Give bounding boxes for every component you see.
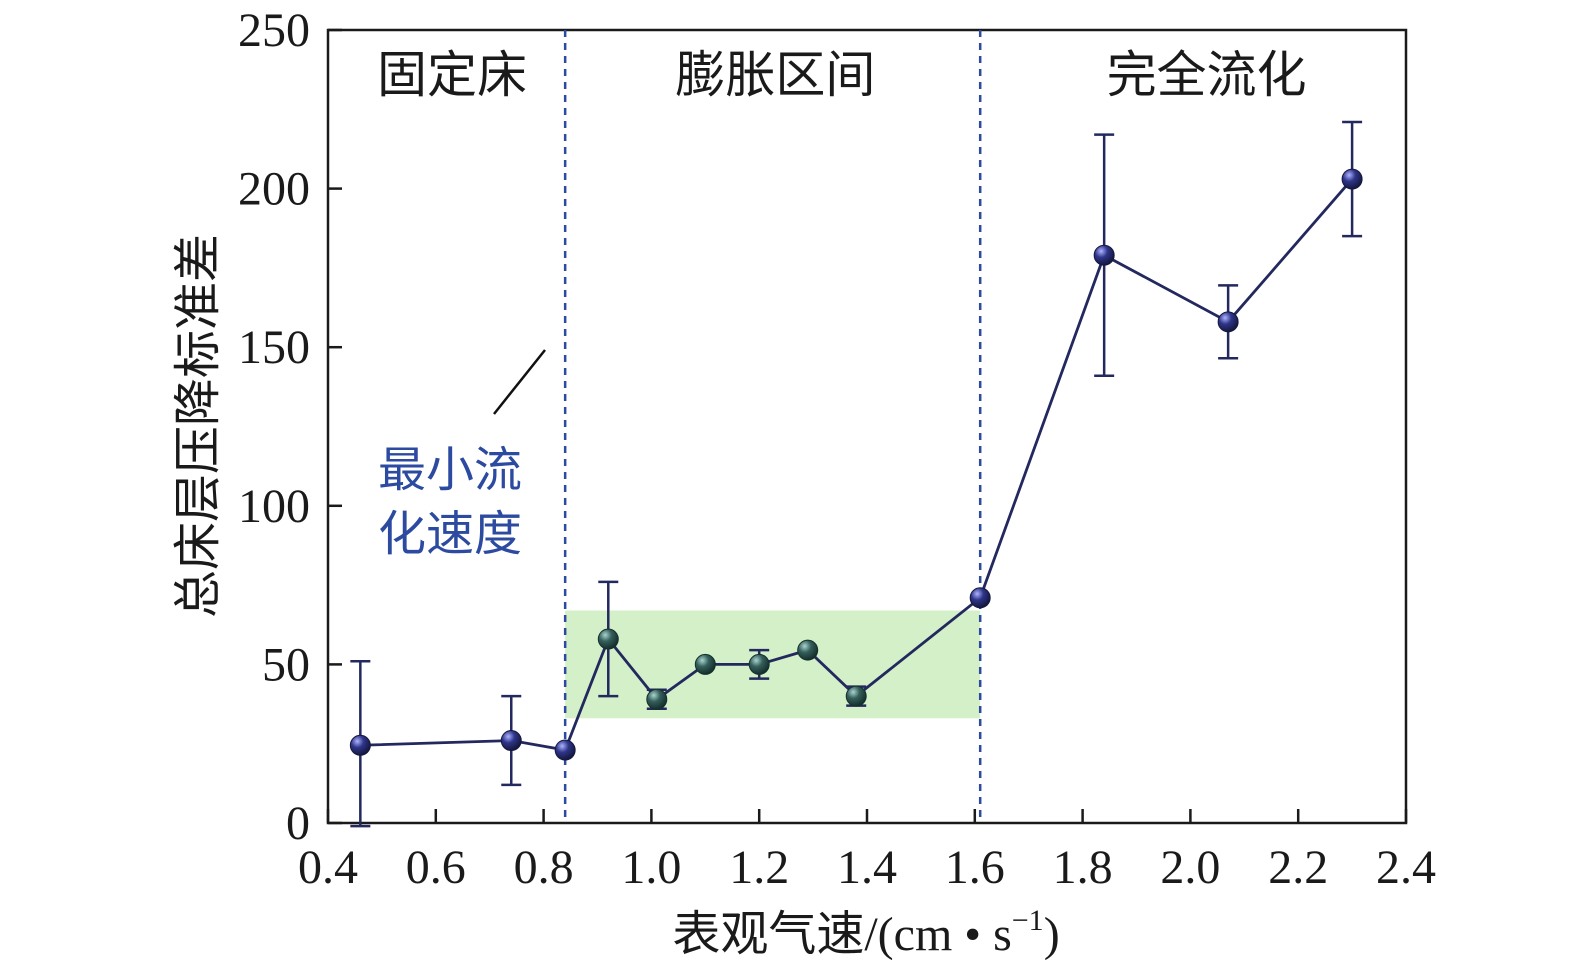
data-point — [554, 739, 576, 761]
annotation-line-1: 最小流 — [378, 444, 522, 497]
x-tick-label: 0.6 — [406, 841, 466, 894]
region-label: 固定床 — [377, 47, 527, 103]
data-point — [646, 688, 668, 710]
y-tick-label: 250 — [238, 4, 310, 57]
data-point — [969, 587, 991, 609]
y-tick-label: 0 — [286, 797, 310, 850]
region-label: 完全流化 — [1107, 47, 1307, 103]
x-tick-label: 1.6 — [945, 841, 1005, 894]
x-tick-label: 1.8 — [1053, 841, 1113, 894]
x-tick-label: 1.2 — [729, 841, 789, 894]
data-point — [597, 628, 619, 650]
annotation-line-2: 化速度 — [378, 508, 522, 561]
y-axis-ticks: 0 50 100 150 200 250 — [238, 4, 342, 850]
region-label: 膨胀区间 — [675, 47, 875, 103]
x-axis-ticks: 0.4 0.6 0.8 1.0 1.2 1.4 1.6 1.8 2.0 2.2 2.4 — [298, 809, 1436, 894]
data-point — [1093, 244, 1115, 266]
data-point — [845, 685, 867, 707]
x-axis-label-close: ) — [1044, 908, 1060, 961]
min-fluidization-lines — [563, 30, 982, 823]
y-tick-label: 150 — [238, 321, 310, 374]
x-tick-label: 2.0 — [1160, 841, 1220, 894]
shaded-expansion-region — [565, 610, 981, 719]
data-markers — [349, 168, 1363, 761]
x-tick-label: 1.0 — [621, 841, 681, 894]
data-point — [500, 730, 522, 752]
annotation: 最小流 化速度 — [378, 349, 546, 561]
data-point — [1341, 168, 1363, 190]
data-point — [797, 639, 819, 661]
x-axis-label: 表观气速/(cm • s−1) — [672, 904, 1059, 961]
data-point — [748, 653, 770, 675]
x-axis-label-main: 表观气速/(cm • s — [672, 908, 1011, 961]
region-labels: 固定床 膨胀区间 完全流化 — [377, 47, 1307, 103]
y-axis-label: 总床层压降标准差 — [172, 234, 225, 618]
y-tick-label: 100 — [238, 480, 310, 533]
data-point — [694, 653, 716, 675]
x-tick-label: 0.8 — [514, 841, 574, 894]
x-tick-label: 1.4 — [837, 841, 897, 894]
y-tick-label: 50 — [262, 638, 310, 691]
annotation-leader-line — [493, 349, 546, 415]
x-axis-label-superscript: −1 — [1012, 904, 1044, 937]
data-point — [1217, 311, 1239, 333]
data-point — [349, 734, 371, 756]
y-tick-label: 200 — [238, 163, 310, 216]
x-tick-label: 2.4 — [1376, 841, 1436, 894]
x-tick-label: 2.2 — [1268, 841, 1328, 894]
x-tick-label: 0.4 — [298, 841, 358, 894]
